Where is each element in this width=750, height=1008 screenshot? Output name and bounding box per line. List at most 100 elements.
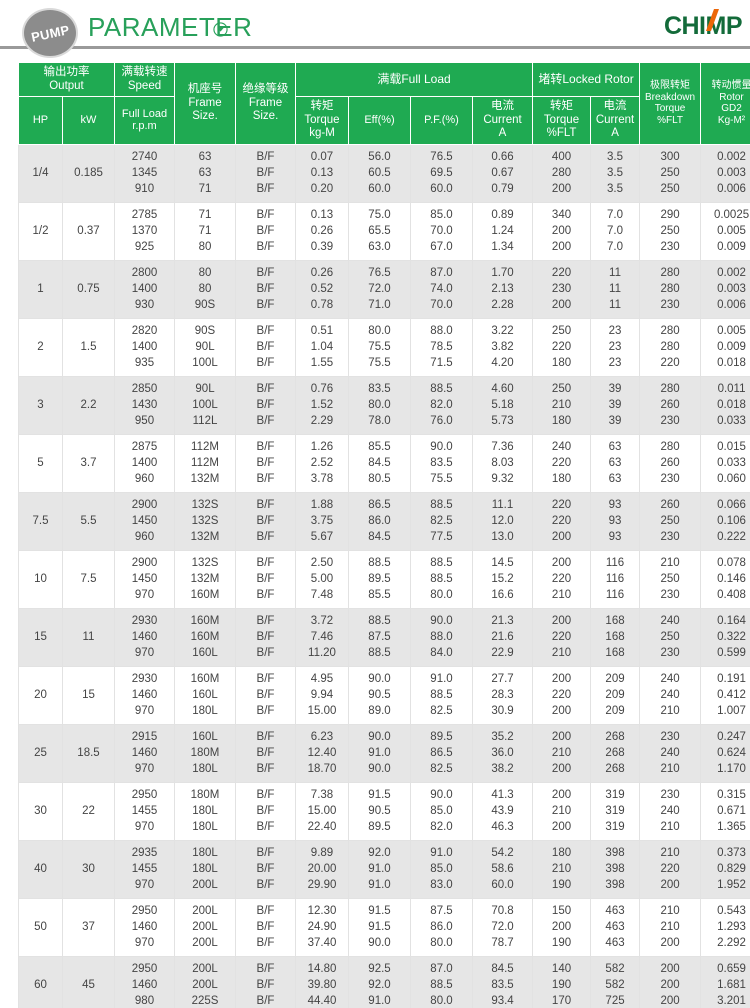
cell-rotor-gd2: 0.011 0.018 0.033 (700, 375, 750, 435)
cell-fl-efficiency: 80.0 75.5 75.5 (348, 317, 411, 377)
cell-frame-size: 63 63 71 (174, 143, 236, 203)
cell-rotor-gd2: 0.002 0.003 0.006 (700, 143, 750, 203)
table-row: 30 22 2950 1455 970 180M 180L 180L B/F B/F B… (18, 781, 750, 841)
cell-lr-torque: 200 210 200 (532, 723, 592, 783)
cell-lr-current: 93 93 93 (590, 491, 641, 551)
header-output: 输出功率 Output (18, 61, 115, 98)
cell-fl-current: 27.7 28.3 30.9 (471, 665, 534, 725)
cell-rotor-gd2: 0.002 0.003 0.006 (700, 259, 750, 319)
page-header: PUMP PARAMETER CHIMP (0, 0, 750, 62)
cell-lr-torque: 340 200 200 (532, 201, 592, 261)
cell-rotor-gd2: 0.191 0.412 1.007 (700, 665, 750, 725)
header-fl-power-factor: P.F.(%) (410, 96, 473, 145)
cell-breakdown-torque: 280 260 230 (639, 375, 702, 435)
cell-frame-size: 71 71 80 (174, 201, 236, 261)
cell-breakdown-torque: 260 250 230 (639, 491, 702, 551)
cell-fl-torque: 1.88 3.75 5.67 (295, 491, 349, 551)
cell-fl-efficiency: 56.0 60.5 60.0 (348, 143, 411, 203)
cell-fl-efficiency: 90.0 91.0 90.0 (348, 723, 411, 783)
cell-hp: 15 (18, 607, 63, 667)
cell-frame-size: 160L 180M 180L (174, 723, 236, 783)
cell-hp: 1/2 (18, 201, 63, 261)
cell-fl-power-factor: 87.0 74.0 70.0 (410, 259, 473, 319)
header-insulation: 绝缘等级 Frame Size. (235, 62, 296, 145)
cell-full-load-rpm: 2915 1460 970 (114, 723, 175, 783)
cell-fl-efficiency: 91.5 90.5 89.5 (348, 781, 411, 841)
cell-full-load-rpm: 2930 1460 970 (114, 665, 175, 725)
cell-frame-size: 180L 180L 200L (174, 839, 236, 899)
cell-lr-torque: 240 220 180 (532, 433, 592, 493)
header-full-load-group: 满载Full Load (294, 61, 534, 98)
cell-fl-torque: 0.26 0.52 0.78 (295, 259, 349, 319)
table-row: 1/2 0.37 2785 1370 925 71 71 80 B/F B/F B/F 0… (18, 201, 750, 261)
header-full-load-rpm: Full Load r.p.m (114, 96, 175, 145)
cell-rotor-gd2: 0.005 0.009 0.018 (700, 317, 750, 377)
table-row: 60 45 2950 1460 980 200L 200L 225S B/F B/F B… (18, 955, 750, 1008)
cell-fl-torque: 4.95 9.94 15.00 (295, 665, 349, 725)
table-row: 7.5 5.5 2900 1450 960 132S 132S 132M B/F B/F… (18, 491, 750, 551)
chevron-down-circle-icon[interactable] (213, 22, 228, 37)
cell-insulation-class: B/F B/F B/F (235, 317, 296, 377)
cell-kw: 30 (62, 839, 115, 899)
cell-lr-torque: 140 190 170 (532, 955, 592, 1008)
cell-frame-size: 90L 100L 112L (174, 375, 236, 435)
cell-insulation-class: B/F B/F B/F (235, 143, 296, 203)
cell-kw: 0.37 (62, 201, 115, 261)
cell-full-load-rpm: 2930 1460 970 (114, 607, 175, 667)
cell-breakdown-torque: 210 250 230 (639, 549, 702, 609)
cell-insulation-class: B/F B/F B/F (235, 433, 296, 493)
cell-fl-torque: 9.89 20.00 29.90 (295, 839, 349, 899)
cell-fl-torque: 1.26 2.52 3.78 (295, 433, 349, 493)
cell-lr-current: 319 319 319 (590, 781, 641, 841)
header-lr-torque: 转矩 Torque %FLT (532, 96, 592, 145)
cell-fl-power-factor: 90.0 83.5 75.5 (410, 433, 473, 493)
spec-table-container: 输出功率 Output 满载转速 Speed 机座号 Frame Size. 绝… (0, 61, 750, 1008)
cell-insulation-class: B/F B/F B/F (235, 549, 296, 609)
cell-fl-torque: 0.76 1.52 2.29 (295, 375, 349, 435)
cell-kw: 1.5 (62, 317, 115, 377)
table-row: 15 11 2930 1460 970 160M 160M 160L B/F B/F B… (18, 607, 750, 667)
cell-breakdown-torque: 280 280 230 (639, 259, 702, 319)
cell-breakdown-torque: 290 250 230 (639, 201, 702, 261)
cell-kw: 11 (62, 607, 115, 667)
cell-lr-torque: 220 230 200 (532, 259, 592, 319)
pump-badge-label: PUMP (29, 21, 71, 45)
table-row: 10 7.5 2900 1450 970 132S 132M 160M B/F B/F … (18, 549, 750, 609)
cell-breakdown-torque: 210 210 200 (639, 897, 702, 957)
cell-fl-efficiency: 92.5 92.0 91.0 (348, 955, 411, 1008)
cell-fl-efficiency: 86.5 86.0 84.5 (348, 491, 411, 551)
brand-logo-text: CHIMP (663, 12, 743, 40)
header-divider (0, 46, 750, 49)
cell-insulation-class: B/F B/F B/F (235, 781, 296, 841)
header-kw: kW (62, 96, 115, 145)
cell-fl-torque: 3.72 7.46 11.20 (295, 607, 349, 667)
cell-fl-efficiency: 83.5 80.0 78.0 (348, 375, 411, 435)
cell-frame-size: 80 80 90S (174, 259, 236, 319)
table-row: 40 30 2935 1455 970 180L 180L 200L B/F B/F B… (18, 839, 750, 899)
cell-fl-efficiency: 90.0 90.5 89.0 (348, 665, 411, 725)
cell-fl-torque: 0.07 0.13 0.20 (295, 143, 349, 203)
cell-fl-torque: 14.80 39.80 44.40 (295, 955, 349, 1008)
cell-lr-torque: 180 210 190 (532, 839, 592, 899)
cell-breakdown-torque: 200 200 200 (639, 955, 702, 1008)
cell-breakdown-torque: 210 220 200 (639, 839, 702, 899)
cell-rotor-gd2: 0.543 1.293 2.292 (700, 897, 750, 957)
cell-insulation-class: B/F B/F B/F (235, 201, 296, 261)
cell-full-load-rpm: 2875 1400 960 (114, 433, 175, 493)
pump-badge: PUMP (22, 8, 78, 58)
cell-fl-torque: 0.51 1.04 1.55 (295, 317, 349, 377)
cell-kw: 37 (62, 897, 115, 957)
cell-hp: 7.5 (18, 491, 63, 551)
cell-lr-current: 398 398 398 (590, 839, 641, 899)
cell-fl-current: 3.22 3.82 4.20 (471, 317, 534, 377)
table-head: 输出功率 Output 满载转速 Speed 机座号 Frame Size. 绝… (18, 61, 750, 145)
cell-frame-size: 160M 160L 180L (174, 665, 236, 725)
cell-fl-efficiency: 85.5 84.5 80.5 (348, 433, 411, 493)
cell-kw: 45 (62, 955, 115, 1008)
cell-insulation-class: B/F B/F B/F (235, 491, 296, 551)
cell-insulation-class: B/F B/F B/F (235, 839, 296, 899)
table-row: 25 18.5 2915 1460 970 160L 180M 180L B/F B/F… (18, 723, 750, 783)
cell-frame-size: 180M 180L 180L (174, 781, 236, 841)
cell-fl-current: 11.1 12.0 13.0 (471, 491, 534, 551)
